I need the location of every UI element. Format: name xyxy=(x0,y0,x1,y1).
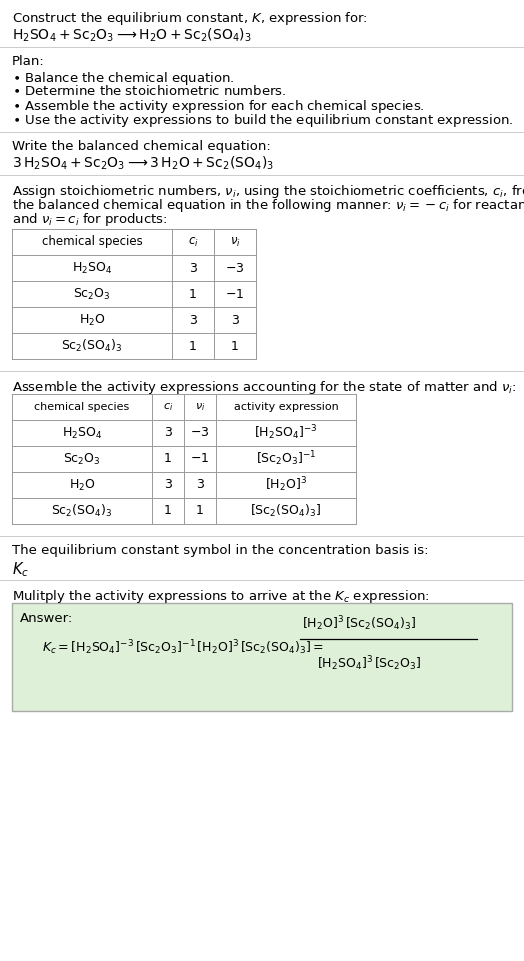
Text: 1: 1 xyxy=(164,453,172,465)
Text: $-3$: $-3$ xyxy=(225,261,245,275)
Text: $c_i$: $c_i$ xyxy=(188,235,199,249)
Text: $c_i$: $c_i$ xyxy=(163,401,173,413)
Text: $\bullet$ Assemble the activity expression for each chemical species.: $\bullet$ Assemble the activity expressi… xyxy=(12,98,424,115)
Text: $\mathrm{Sc_2O_3}$: $\mathrm{Sc_2O_3}$ xyxy=(73,286,111,302)
Text: $\mathrm{Sc_2(SO_4)_3}$: $\mathrm{Sc_2(SO_4)_3}$ xyxy=(51,503,113,519)
Text: and $\nu_i = c_i$ for products:: and $\nu_i = c_i$ for products: xyxy=(12,211,168,228)
Text: $\bullet$ Balance the chemical equation.: $\bullet$ Balance the chemical equation. xyxy=(12,70,234,87)
Text: chemical species: chemical species xyxy=(35,402,129,412)
Text: $\mathrm{H_2SO_4}$: $\mathrm{H_2SO_4}$ xyxy=(62,426,102,440)
Text: 3: 3 xyxy=(189,313,197,327)
Text: chemical species: chemical species xyxy=(41,235,143,249)
Text: the balanced chemical equation in the following manner: $\nu_i = -c_i$ for react: the balanced chemical equation in the fo… xyxy=(12,197,524,214)
Text: Write the balanced chemical equation:: Write the balanced chemical equation: xyxy=(12,140,271,153)
Text: Answer:: Answer: xyxy=(20,612,73,625)
Text: $\mathrm{Sc_2O_3}$: $\mathrm{Sc_2O_3}$ xyxy=(63,452,101,466)
Text: $\mathrm{H_2O}$: $\mathrm{H_2O}$ xyxy=(69,478,95,493)
Text: Assign stoichiometric numbers, $\nu_i$, using the stoichiometric coefficients, $: Assign stoichiometric numbers, $\nu_i$, … xyxy=(12,183,524,200)
Text: $\mathrm{H_2SO_4}$: $\mathrm{H_2SO_4}$ xyxy=(72,260,112,276)
Text: $[\mathrm{H_2O}]^3\,[\mathrm{Sc_2(SO_4)_3}]$: $[\mathrm{H_2O}]^3\,[\mathrm{Sc_2(SO_4)_… xyxy=(302,615,416,633)
Text: 1: 1 xyxy=(189,287,197,301)
Text: $\nu_i$: $\nu_i$ xyxy=(195,401,205,413)
Text: $[\mathrm{H_2SO_4}]^{-3}$: $[\mathrm{H_2SO_4}]^{-3}$ xyxy=(254,424,318,442)
Text: 3: 3 xyxy=(231,313,239,327)
Text: activity expression: activity expression xyxy=(234,402,339,412)
Text: Assemble the activity expressions accounting for the state of matter and $\nu_i$: Assemble the activity expressions accoun… xyxy=(12,379,517,396)
Text: $[\mathrm{Sc_2(SO_4)_3}]$: $[\mathrm{Sc_2(SO_4)_3}]$ xyxy=(250,503,322,519)
Text: $\mathrm{3\,H_2SO_4 + Sc_2O_3 \longrightarrow 3\,H_2O + Sc_2(SO_4)_3}$: $\mathrm{3\,H_2SO_4 + Sc_2O_3 \longright… xyxy=(12,155,274,172)
FancyBboxPatch shape xyxy=(12,603,512,711)
Text: $K_c$: $K_c$ xyxy=(12,560,29,579)
Text: $-3$: $-3$ xyxy=(190,427,210,439)
Text: $[\mathrm{H_2SO_4}]^3\,[\mathrm{Sc_2O_3}]$: $[\mathrm{H_2SO_4}]^3\,[\mathrm{Sc_2O_3}… xyxy=(317,654,421,674)
Text: Mulitply the activity expressions to arrive at the $K_c$ expression:: Mulitply the activity expressions to arr… xyxy=(12,588,430,605)
Text: Construct the equilibrium constant, $K$, expression for:: Construct the equilibrium constant, $K$,… xyxy=(12,10,368,27)
Text: 1: 1 xyxy=(189,339,197,353)
Text: 1: 1 xyxy=(231,339,239,353)
Text: $-1$: $-1$ xyxy=(225,287,245,301)
Text: The equilibrium constant symbol in the concentration basis is:: The equilibrium constant symbol in the c… xyxy=(12,544,429,557)
Text: $[\mathrm{Sc_2O_3}]^{-1}$: $[\mathrm{Sc_2O_3}]^{-1}$ xyxy=(256,450,316,468)
Text: $\bullet$ Use the activity expressions to build the equilibrium constant express: $\bullet$ Use the activity expressions t… xyxy=(12,112,514,129)
Text: $[\mathrm{H_2O}]^3$: $[\mathrm{H_2O}]^3$ xyxy=(265,476,307,494)
Text: 3: 3 xyxy=(189,261,197,275)
Text: 1: 1 xyxy=(196,505,204,518)
Text: $\mathrm{H_2O}$: $\mathrm{H_2O}$ xyxy=(79,312,105,328)
Text: 3: 3 xyxy=(164,479,172,491)
Text: 3: 3 xyxy=(164,427,172,439)
Text: $K_c = [\mathrm{H_2SO_4}]^{-3}\,[\mathrm{Sc_2O_3}]^{-1}\,[\mathrm{H_2O}]^3\,[\ma: $K_c = [\mathrm{H_2SO_4}]^{-3}\,[\mathrm… xyxy=(42,638,324,656)
Text: $-1$: $-1$ xyxy=(190,453,210,465)
Text: $\mathrm{Sc_2(SO_4)_3}$: $\mathrm{Sc_2(SO_4)_3}$ xyxy=(61,338,123,354)
Text: $\bullet$ Determine the stoichiometric numbers.: $\bullet$ Determine the stoichiometric n… xyxy=(12,84,287,98)
Text: $\nu_i$: $\nu_i$ xyxy=(230,235,241,249)
Text: $\mathrm{H_2SO_4 + Sc_2O_3 \longrightarrow H_2O + Sc_2(SO_4)_3}$: $\mathrm{H_2SO_4 + Sc_2O_3 \longrightarr… xyxy=(12,27,252,44)
Text: 3: 3 xyxy=(196,479,204,491)
Text: 1: 1 xyxy=(164,505,172,518)
Text: Plan:: Plan: xyxy=(12,55,45,68)
